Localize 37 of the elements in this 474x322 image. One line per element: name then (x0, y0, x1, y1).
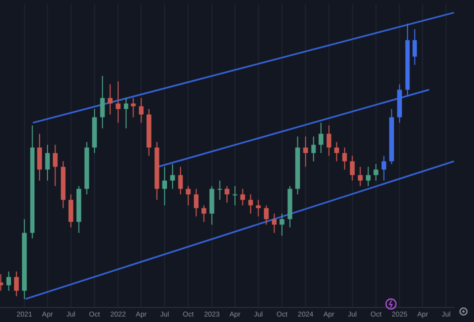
candlestick (318, 122, 324, 154)
candlestick (303, 136, 308, 168)
candlestick (366, 166, 371, 187)
candlestick (272, 213, 277, 234)
candlestick (108, 84, 113, 115)
candlestick (202, 204, 206, 222)
candlestick (280, 213, 284, 236)
candlestick (240, 188, 246, 206)
candlestick (342, 147, 347, 170)
candlestick (14, 270, 19, 297)
candlestick (116, 80, 121, 124)
candlestick (37, 133, 42, 182)
candlestick (170, 164, 175, 190)
candlestick (248, 194, 253, 214)
candlestick (45, 144, 50, 182)
candlestick (358, 166, 363, 187)
candlestick (194, 188, 198, 217)
candlestick (186, 186, 191, 206)
candlestick (138, 97, 144, 124)
candlestick (232, 186, 238, 206)
candlestick (334, 142, 340, 162)
candlestick (218, 180, 222, 200)
candlestick (124, 97, 128, 129)
candlestick (326, 125, 332, 156)
candlestick (6, 270, 12, 292)
candlestick (52, 144, 58, 187)
candlestick (412, 28, 417, 66)
candlestick (162, 166, 167, 206)
candlestick (178, 166, 183, 195)
candlestick (350, 155, 355, 182)
candlestick (100, 75, 105, 129)
candlestick (224, 186, 230, 204)
candlestick (68, 194, 74, 228)
candlestick (264, 204, 269, 226)
candlestick (311, 136, 316, 162)
candlestick (374, 164, 378, 182)
candlestick (382, 155, 386, 182)
